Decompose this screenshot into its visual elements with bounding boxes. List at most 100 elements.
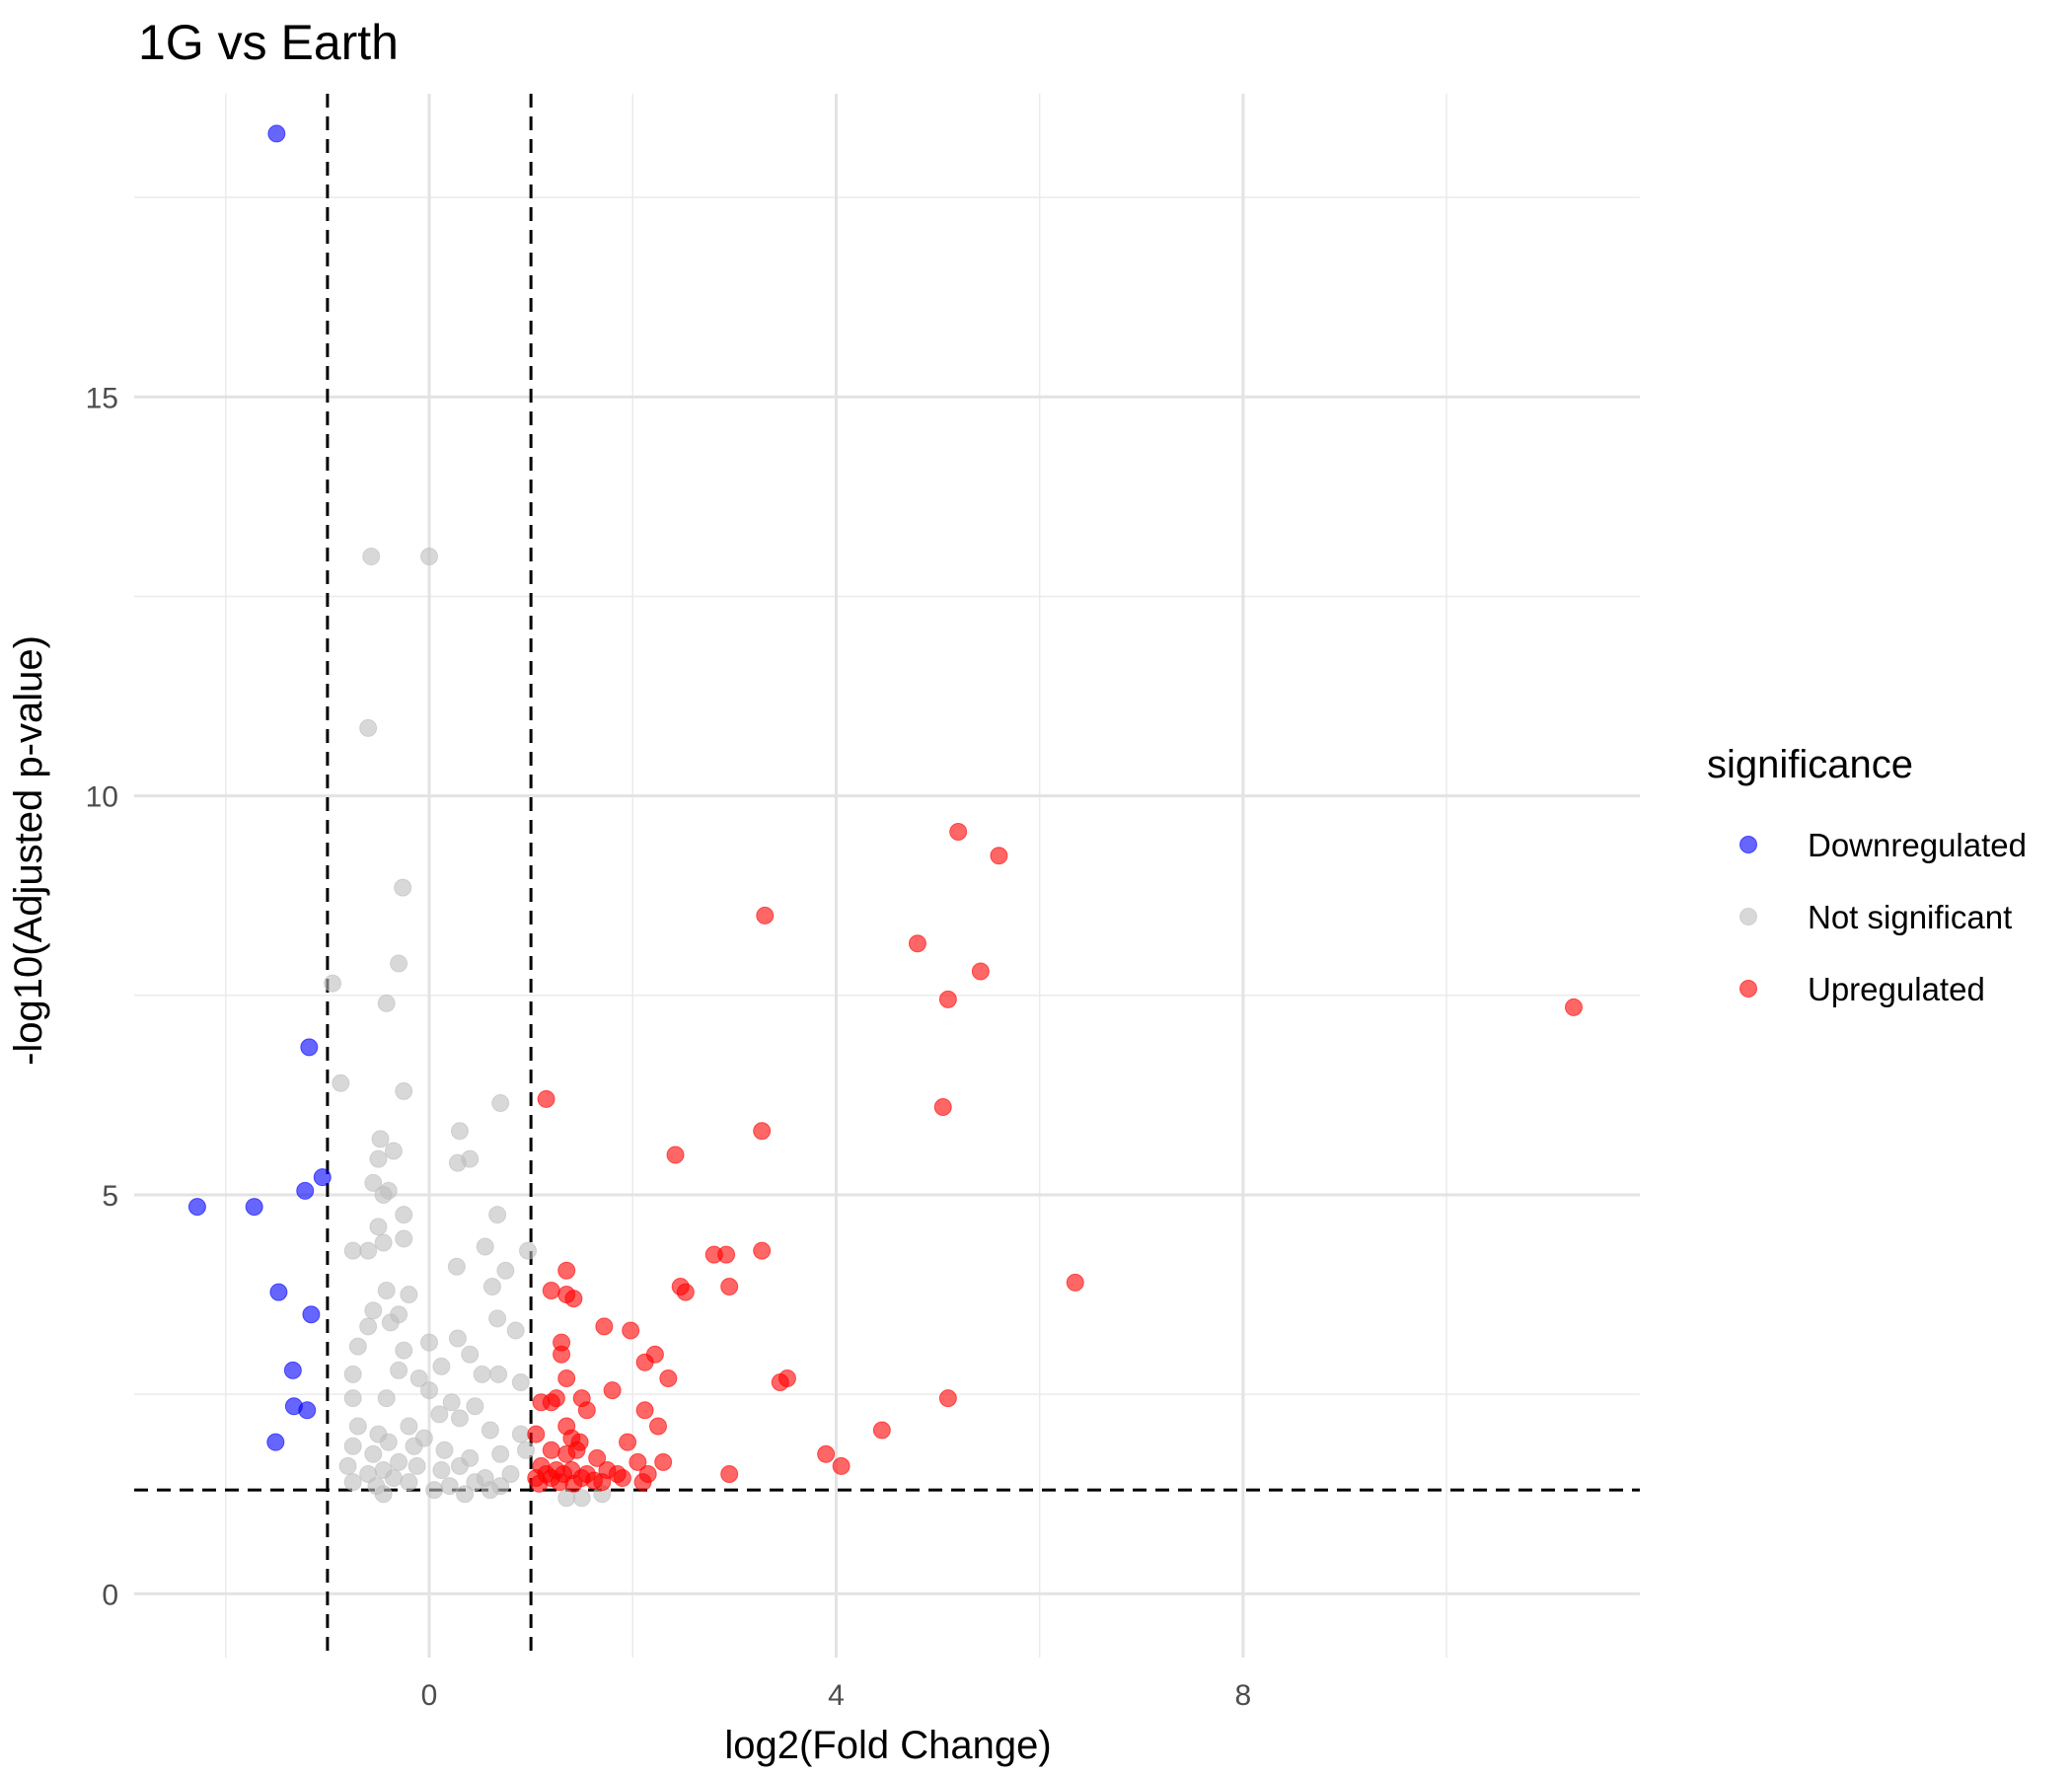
- data-point: [450, 1409, 469, 1428]
- y-axis-title: -log10(Adjusted p-value): [7, 635, 50, 1066]
- y-tick-label: 10: [86, 781, 118, 814]
- data-point: [635, 1353, 654, 1371]
- data-point: [450, 1456, 469, 1475]
- data-point: [496, 1261, 515, 1280]
- data-point: [649, 1417, 668, 1436]
- data-point: [374, 1185, 393, 1204]
- data-point: [949, 823, 968, 842]
- x-tick-label: 4: [828, 1679, 845, 1712]
- y-tick-label: 15: [86, 382, 118, 414]
- data-point: [481, 1421, 499, 1440]
- data-point: [519, 1241, 538, 1260]
- data-point: [420, 1381, 439, 1400]
- x-axis-tick-labels: 0 4 8: [421, 1679, 1252, 1712]
- data-point: [572, 1489, 591, 1508]
- data-point: [456, 1485, 475, 1504]
- data-point: [817, 1444, 836, 1463]
- data-point: [395, 1229, 413, 1248]
- data-point: [266, 1433, 285, 1451]
- legend-key: [1739, 908, 1757, 925]
- data-point: [400, 1473, 418, 1492]
- data-point: [269, 1283, 288, 1301]
- data-point: [395, 1341, 413, 1360]
- data-point: [381, 1313, 400, 1332]
- data-point: [613, 1469, 631, 1488]
- data-point: [720, 1465, 739, 1484]
- data-point: [420, 1333, 439, 1352]
- data-point: [633, 1473, 652, 1492]
- data-point: [359, 718, 378, 737]
- data-point: [343, 1437, 362, 1455]
- data-point: [364, 1444, 383, 1463]
- data-point: [374, 1233, 393, 1252]
- data-point: [720, 1277, 739, 1295]
- data-point: [267, 124, 286, 143]
- data-point: [369, 1218, 388, 1236]
- data-point: [425, 1481, 444, 1500]
- data-point: [553, 1345, 571, 1364]
- data-point: [407, 1456, 426, 1475]
- legend-key: [1739, 836, 1757, 853]
- data-point: [369, 1149, 388, 1168]
- data-point: [390, 1361, 408, 1379]
- data-point: [343, 1365, 362, 1383]
- data-point: [542, 1441, 560, 1459]
- data-point: [659, 1369, 678, 1387]
- data-point: [488, 1309, 507, 1328]
- x-axis-title: log2(Fold Change): [724, 1724, 1051, 1767]
- data-point: [491, 1093, 510, 1112]
- data-point: [506, 1321, 525, 1340]
- data-point: [362, 548, 381, 566]
- data-point: [296, 1181, 315, 1200]
- data-point: [430, 1405, 449, 1424]
- data-point: [187, 1198, 206, 1217]
- legend-items: Downregulated Not significant Upregulated: [1739, 827, 2027, 1007]
- data-point: [473, 1365, 491, 1383]
- data-point: [482, 1277, 501, 1295]
- data-point: [395, 1081, 413, 1100]
- data-point: [654, 1452, 673, 1471]
- data-point: [476, 1237, 494, 1256]
- data-point: [245, 1198, 263, 1217]
- data-point: [622, 1321, 640, 1340]
- data-point: [400, 1286, 418, 1304]
- x-tick-label: 8: [1235, 1679, 1252, 1712]
- data-point: [324, 974, 342, 993]
- data-point: [756, 906, 775, 925]
- data-point: [395, 1206, 413, 1224]
- data-point: [466, 1473, 484, 1492]
- data-point: [753, 1241, 772, 1260]
- x-tick-label: 0: [421, 1679, 438, 1712]
- data-point: [908, 934, 926, 953]
- data-point: [440, 1477, 459, 1496]
- data-point: [593, 1473, 612, 1492]
- data-point: [717, 1245, 736, 1264]
- legend-title: significance: [1707, 743, 1913, 786]
- data-point: [359, 1241, 378, 1260]
- data-point: [390, 1452, 408, 1471]
- data-point: [442, 1393, 461, 1412]
- data-point: [364, 1301, 383, 1320]
- data-point: [450, 1122, 469, 1141]
- data-point: [338, 1456, 357, 1475]
- data-point: [588, 1448, 607, 1467]
- data-point: [343, 1389, 362, 1408]
- y-tick-label: 0: [102, 1579, 118, 1611]
- data-point: [872, 1421, 891, 1440]
- data-point: [374, 1485, 393, 1504]
- data-point: [753, 1122, 772, 1141]
- data-point: [332, 1073, 350, 1092]
- data-point: [501, 1465, 520, 1484]
- data-point: [557, 1369, 576, 1387]
- data-point: [619, 1433, 637, 1451]
- data-point: [302, 1305, 321, 1324]
- data-point: [348, 1337, 367, 1356]
- data-points: [187, 124, 1583, 1508]
- data-point: [359, 1317, 378, 1336]
- data-point: [603, 1381, 622, 1400]
- data-point: [676, 1283, 695, 1301]
- data-point: [933, 1098, 952, 1117]
- data-point: [466, 1397, 484, 1416]
- data-point: [313, 1168, 332, 1187]
- data-point: [461, 1345, 480, 1364]
